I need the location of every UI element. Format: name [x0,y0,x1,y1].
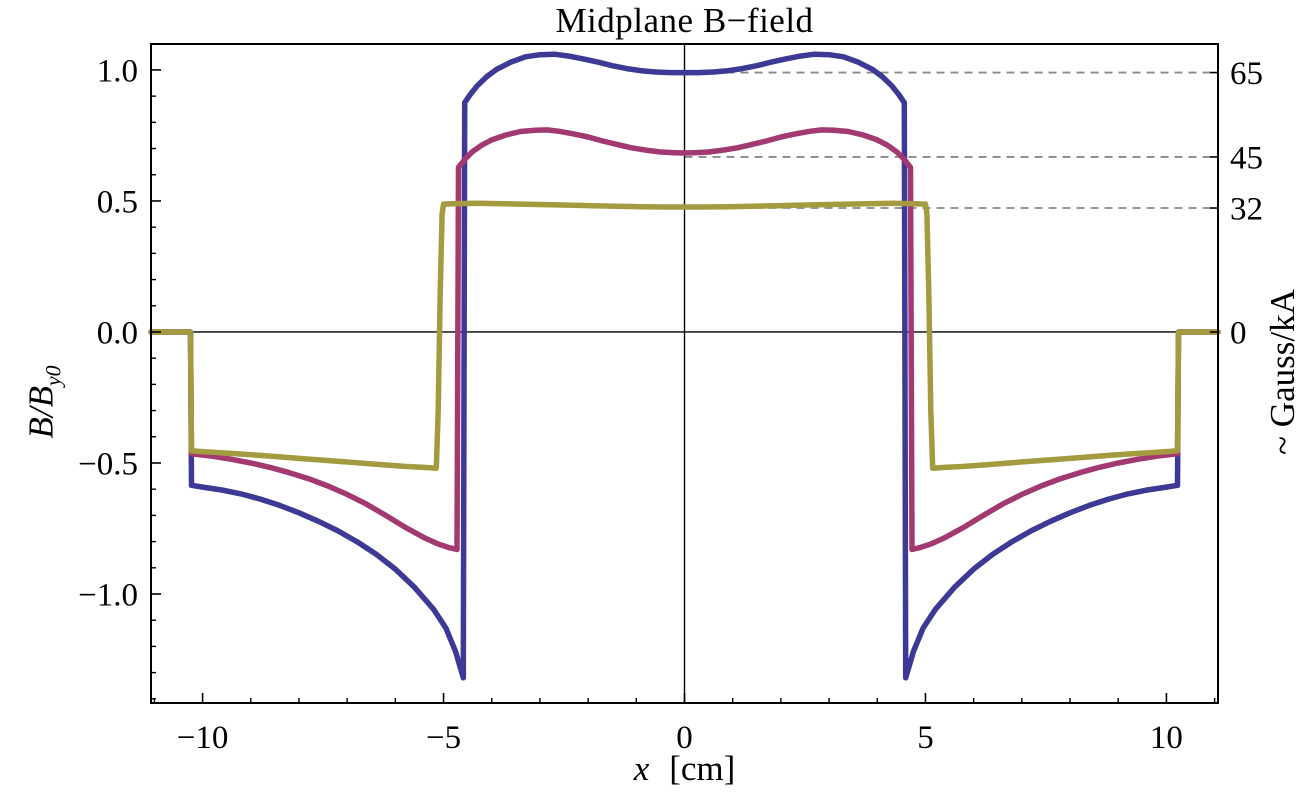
right-tick-label: 65 [1230,56,1263,92]
x-tick-label: 10 [1150,720,1183,756]
x-tick-label: −5 [426,720,461,756]
y-tick-label: −1.0 [78,578,138,614]
y-tick-label: −0.5 [78,447,138,483]
y-tick-label: 0.0 [97,316,138,352]
y-tick-label: 0.5 [97,185,138,221]
y-axis-label: B/By0 [22,366,67,439]
right-axis-label: ~ Gauss/kA [1263,289,1302,455]
y-axis-label-main: B/B [21,386,61,439]
curve-65-gauss-per-kA [148,51,1221,681]
x-axis-unit: [cm] [669,749,736,788]
curve-45-gauss-per-kA [148,127,1221,553]
right-tick-label: 32 [1230,192,1263,228]
right-tick-label: 0 [1230,316,1247,352]
x-tick-label: 0 [676,720,693,756]
x-axis-label: x [cm] [151,749,1218,789]
y-axis-label-subscript: y0 [41,365,66,386]
chart-title: Midplane B−field [555,1,814,40]
x-axis-variable: x [633,749,650,788]
right-tick-label: 45 [1230,140,1263,176]
y-tick-label: 1.0 [97,53,138,89]
x-tick-label: 5 [917,720,934,756]
curve-32-gauss-per-kA [148,200,1221,471]
x-tick-label: −10 [177,720,229,756]
